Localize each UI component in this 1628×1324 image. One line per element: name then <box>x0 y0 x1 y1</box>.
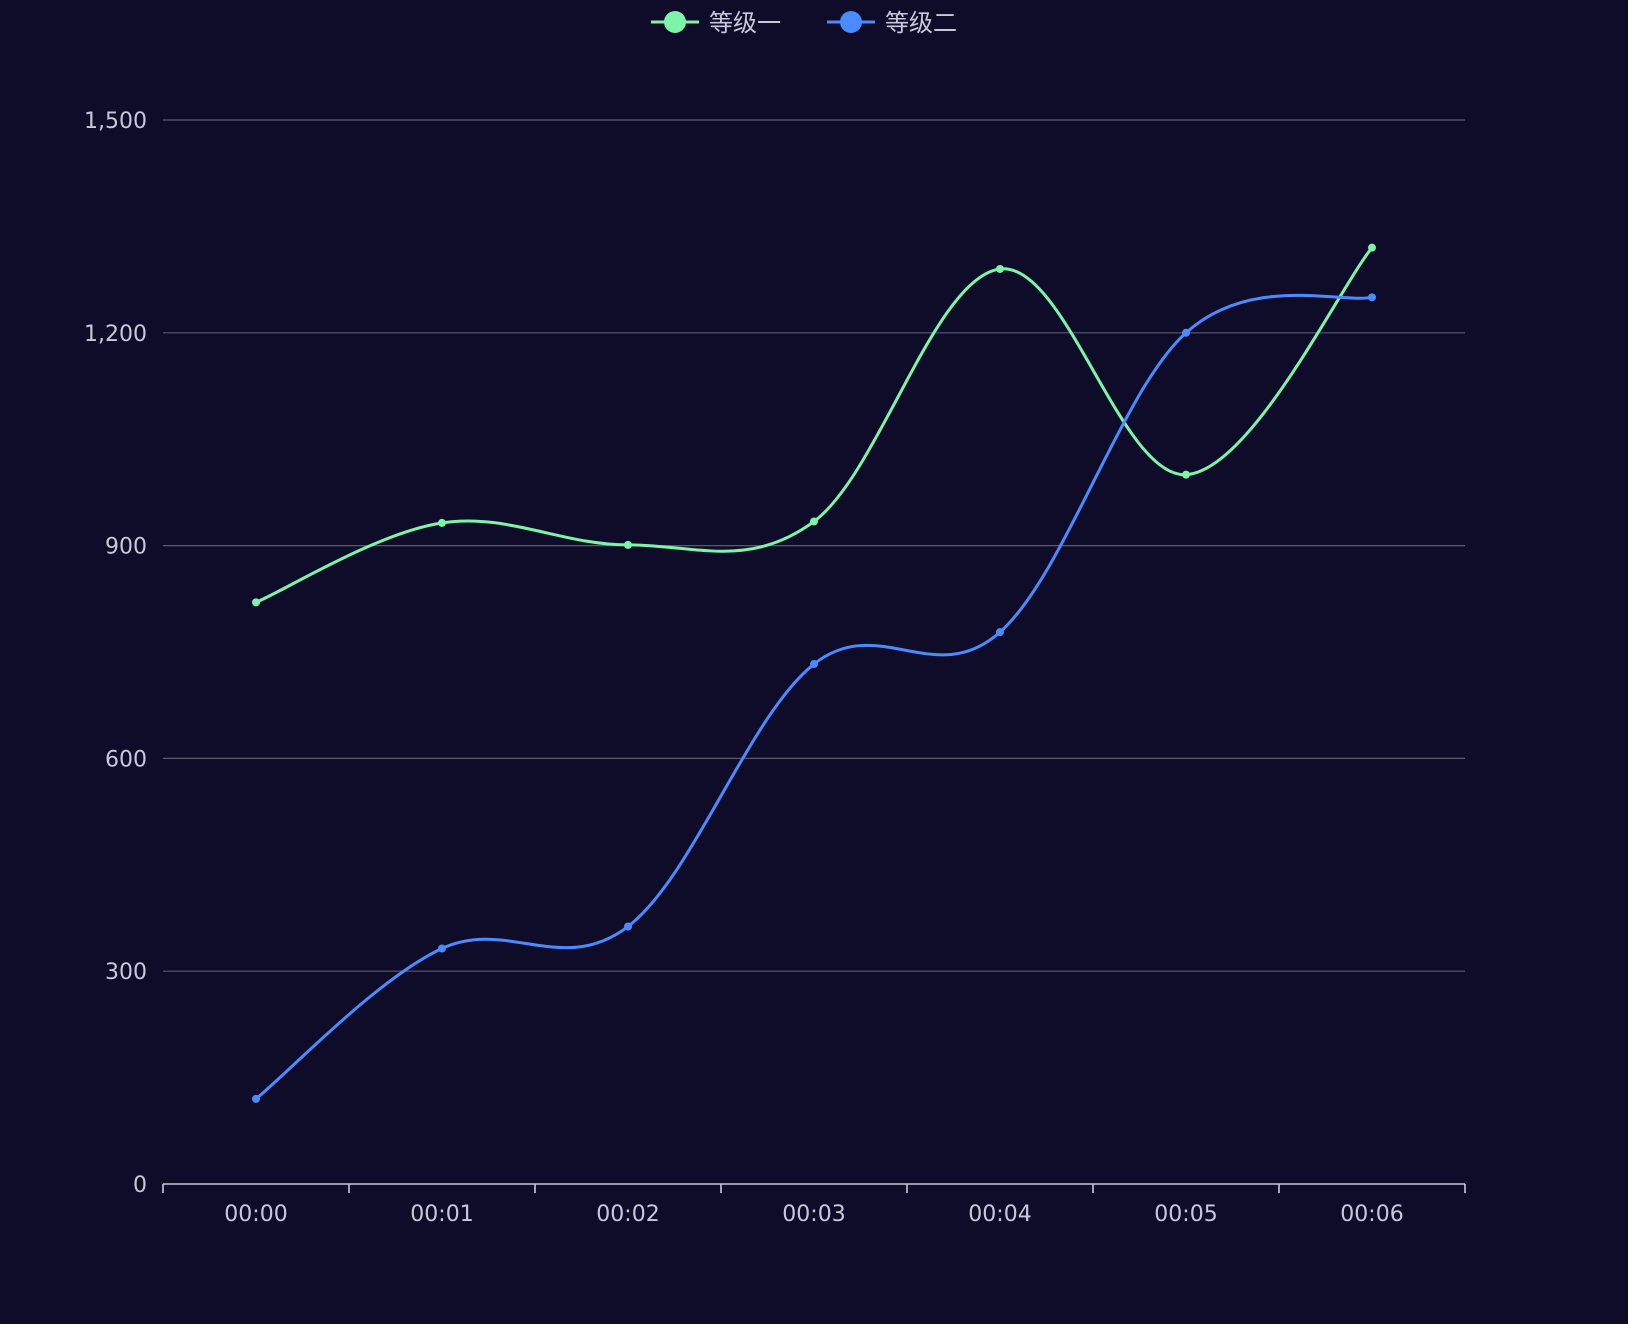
x-tick-label: 00:05 <box>1154 1202 1217 1227</box>
grid <box>163 119 1465 972</box>
data-point[interactable] <box>624 922 632 931</box>
series-2 <box>252 293 1376 1103</box>
y-tick-label: 0 <box>133 1173 147 1198</box>
y-tick-label: 900 <box>105 535 147 560</box>
legend-item[interactable]: 等级二 <box>827 9 957 37</box>
data-point[interactable] <box>252 1094 260 1103</box>
y-tick-label: 600 <box>105 747 147 772</box>
data-point[interactable] <box>1182 470 1190 479</box>
data-point[interactable] <box>1368 243 1376 252</box>
x-axis: 00:00 00:01 00:02 00:03 00:04 00:05 00:06 <box>162 1183 1466 1227</box>
y-tick-label: 1,500 <box>84 109 147 134</box>
data-point[interactable] <box>438 944 446 953</box>
x-tick-label: 00:02 <box>596 1202 659 1227</box>
legend-marker <box>664 11 686 33</box>
legend: 等级一 等级二 <box>651 9 957 37</box>
x-tick-label: 00:01 <box>410 1202 473 1227</box>
series-1 <box>252 243 1376 607</box>
legend-label: 等级一 <box>709 9 781 37</box>
legend-item[interactable]: 等级一 <box>651 9 781 37</box>
data-point[interactable] <box>252 598 260 607</box>
data-point[interactable] <box>1368 293 1376 302</box>
legend-marker <box>840 11 862 33</box>
legend-label: 等级二 <box>885 9 957 37</box>
y-tick-label: 1,200 <box>84 322 147 347</box>
x-tick-label: 00:03 <box>782 1202 845 1227</box>
data-point[interactable] <box>624 540 632 549</box>
data-point[interactable] <box>996 264 1004 273</box>
x-tick-label: 00:06 <box>1340 1202 1403 1227</box>
data-point[interactable] <box>1182 328 1190 337</box>
x-tick-label: 00:04 <box>968 1202 1031 1227</box>
data-point[interactable] <box>996 628 1004 637</box>
y-tick-label: 300 <box>105 960 147 985</box>
data-point[interactable] <box>810 660 818 669</box>
series-line <box>255 246 1374 604</box>
series-line <box>255 293 1373 1101</box>
y-axis: 0 300 600 900 1,200 1,500 <box>84 109 147 1198</box>
data-point[interactable] <box>810 517 818 526</box>
x-tick-label: 00:00 <box>224 1202 287 1227</box>
data-point[interactable] <box>438 518 446 527</box>
series-group <box>252 243 1376 1103</box>
